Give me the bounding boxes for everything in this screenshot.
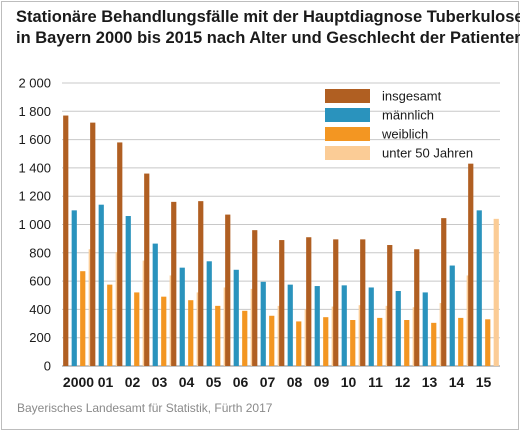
legend-label: unter 50 Jahren bbox=[382, 146, 473, 161]
chart-title-line-1: Stationäre Behandlungsfälle mit der Haup… bbox=[16, 8, 520, 26]
bar-weiblich-08 bbox=[296, 321, 302, 366]
legend-swatch bbox=[325, 89, 370, 103]
bar-männlich-04 bbox=[179, 267, 185, 366]
y-tick-label: 1 200 bbox=[18, 189, 51, 204]
bar-männlich-2000 bbox=[71, 210, 77, 366]
y-tick-label: 400 bbox=[29, 302, 51, 317]
x-tick-label: 09 bbox=[314, 374, 330, 390]
bar-insgesamt-11 bbox=[360, 239, 366, 366]
chart-title: Stationäre Behandlungsfälle mit der Haup… bbox=[16, 7, 520, 49]
bar-männlich-07 bbox=[260, 281, 266, 366]
source-note: Bayerisches Landesamt für Statistik, Für… bbox=[17, 401, 273, 415]
bar-insgesamt-2000 bbox=[63, 115, 69, 366]
legend-label: weiblich bbox=[381, 127, 428, 142]
bar-weiblich-15 bbox=[485, 319, 491, 366]
bar-weiblich-09 bbox=[323, 317, 329, 366]
x-tick-label: 12 bbox=[395, 374, 411, 390]
y-tick-label: 800 bbox=[29, 245, 51, 260]
legend-label: männlich bbox=[382, 108, 434, 123]
bar-insgesamt-13 bbox=[414, 249, 420, 366]
x-tick-label: 02 bbox=[125, 374, 141, 390]
x-tick-label: 10 bbox=[341, 374, 357, 390]
bar-männlich-14 bbox=[449, 265, 455, 366]
y-tick-label: 600 bbox=[29, 274, 51, 289]
bar-weiblich-12 bbox=[404, 320, 410, 366]
bar-männlich-09 bbox=[314, 286, 320, 366]
bar-unter-50-jahren-15 bbox=[493, 218, 499, 366]
bar-männlich-02 bbox=[125, 216, 131, 366]
bar-insgesamt-08 bbox=[279, 240, 285, 366]
bar-männlich-03 bbox=[152, 243, 158, 366]
bar-weiblich-14 bbox=[458, 317, 464, 366]
y-tick-label: 1 600 bbox=[18, 132, 51, 147]
x-tick-label: 13 bbox=[422, 374, 438, 390]
bar-männlich-01 bbox=[98, 204, 104, 366]
bar-weiblich-07 bbox=[269, 315, 275, 366]
legend-label: insgesamt bbox=[382, 89, 442, 104]
bars bbox=[63, 115, 499, 367]
x-tick-label: 06 bbox=[233, 374, 249, 390]
bar-männlich-08 bbox=[287, 284, 293, 366]
y-tick-label: 2 000 bbox=[18, 76, 51, 91]
bar-insgesamt-03 bbox=[144, 173, 150, 366]
bar-insgesamt-06 bbox=[225, 214, 231, 366]
x-tick-label: 15 bbox=[476, 374, 492, 390]
bar-männlich-10 bbox=[341, 285, 347, 366]
x-tick-label: 2000 bbox=[63, 374, 94, 390]
bar-männlich-06 bbox=[233, 269, 239, 366]
bar-insgesamt-09 bbox=[306, 237, 312, 366]
x-tick-label: 03 bbox=[152, 374, 168, 390]
y-axis-tick-labels: 0 200 400 600 800 1 000 1 200 1 400 1 600 1 800 2 … bbox=[18, 76, 51, 374]
bar-weiblich-13 bbox=[431, 322, 437, 366]
x-tick-label: 11 bbox=[368, 374, 383, 390]
chart-title-line-2: in Bayern 2000 bis 2015 nach Alter und G… bbox=[16, 29, 520, 47]
x-tick-label: 04 bbox=[179, 374, 195, 390]
bar-insgesamt-14 bbox=[441, 218, 447, 366]
bar-weiblich-05 bbox=[215, 305, 221, 366]
bar-weiblich-2000 bbox=[80, 271, 86, 366]
legend-swatch bbox=[325, 146, 370, 160]
bar-weiblich-02 bbox=[134, 292, 140, 366]
bar-insgesamt-05 bbox=[198, 201, 204, 366]
y-tick-label: 200 bbox=[29, 330, 51, 345]
bar-insgesamt-01 bbox=[90, 122, 96, 367]
legend-swatch bbox=[325, 127, 370, 141]
bar-weiblich-01 bbox=[107, 284, 113, 366]
x-axis-tick-labels: 2000 01 02 03 04 05 06 07 08 09 10 11 12 13 14 15 bbox=[63, 374, 492, 390]
x-tick-label: 07 bbox=[260, 374, 276, 390]
bar-insgesamt-07 bbox=[252, 230, 258, 366]
y-tick-label: 1 000 bbox=[18, 217, 51, 232]
bar-insgesamt-04 bbox=[171, 201, 177, 366]
bar-männlich-05 bbox=[206, 261, 212, 366]
x-tick-label: 01 bbox=[98, 374, 114, 390]
bar-weiblich-06 bbox=[242, 310, 248, 366]
bar-weiblich-11 bbox=[377, 317, 383, 366]
bar-männlich-11 bbox=[368, 287, 374, 366]
bar-insgesamt-10 bbox=[333, 239, 339, 366]
bar-insgesamt-12 bbox=[387, 245, 393, 366]
legend: insgesamt männlich weiblich unter 50 Jahren bbox=[325, 89, 473, 161]
bar-weiblich-04 bbox=[188, 300, 194, 366]
bar-männlich-13 bbox=[422, 292, 428, 366]
bar-männlich-15 bbox=[476, 210, 482, 366]
x-tick-label: 05 bbox=[206, 374, 222, 390]
x-tick-label: 14 bbox=[449, 374, 465, 390]
x-tick-label: 08 bbox=[287, 374, 303, 390]
bar-insgesamt-02 bbox=[117, 142, 123, 366]
y-tick-label: 1 400 bbox=[18, 160, 51, 175]
bar-weiblich-10 bbox=[350, 320, 356, 366]
bar-insgesamt-15 bbox=[468, 163, 474, 366]
y-tick-label: 1 800 bbox=[18, 104, 51, 119]
bar-männlich-12 bbox=[395, 291, 401, 366]
bar-weiblich-03 bbox=[161, 296, 167, 366]
legend-swatch bbox=[325, 108, 370, 122]
y-tick-label: 0 bbox=[44, 359, 51, 374]
